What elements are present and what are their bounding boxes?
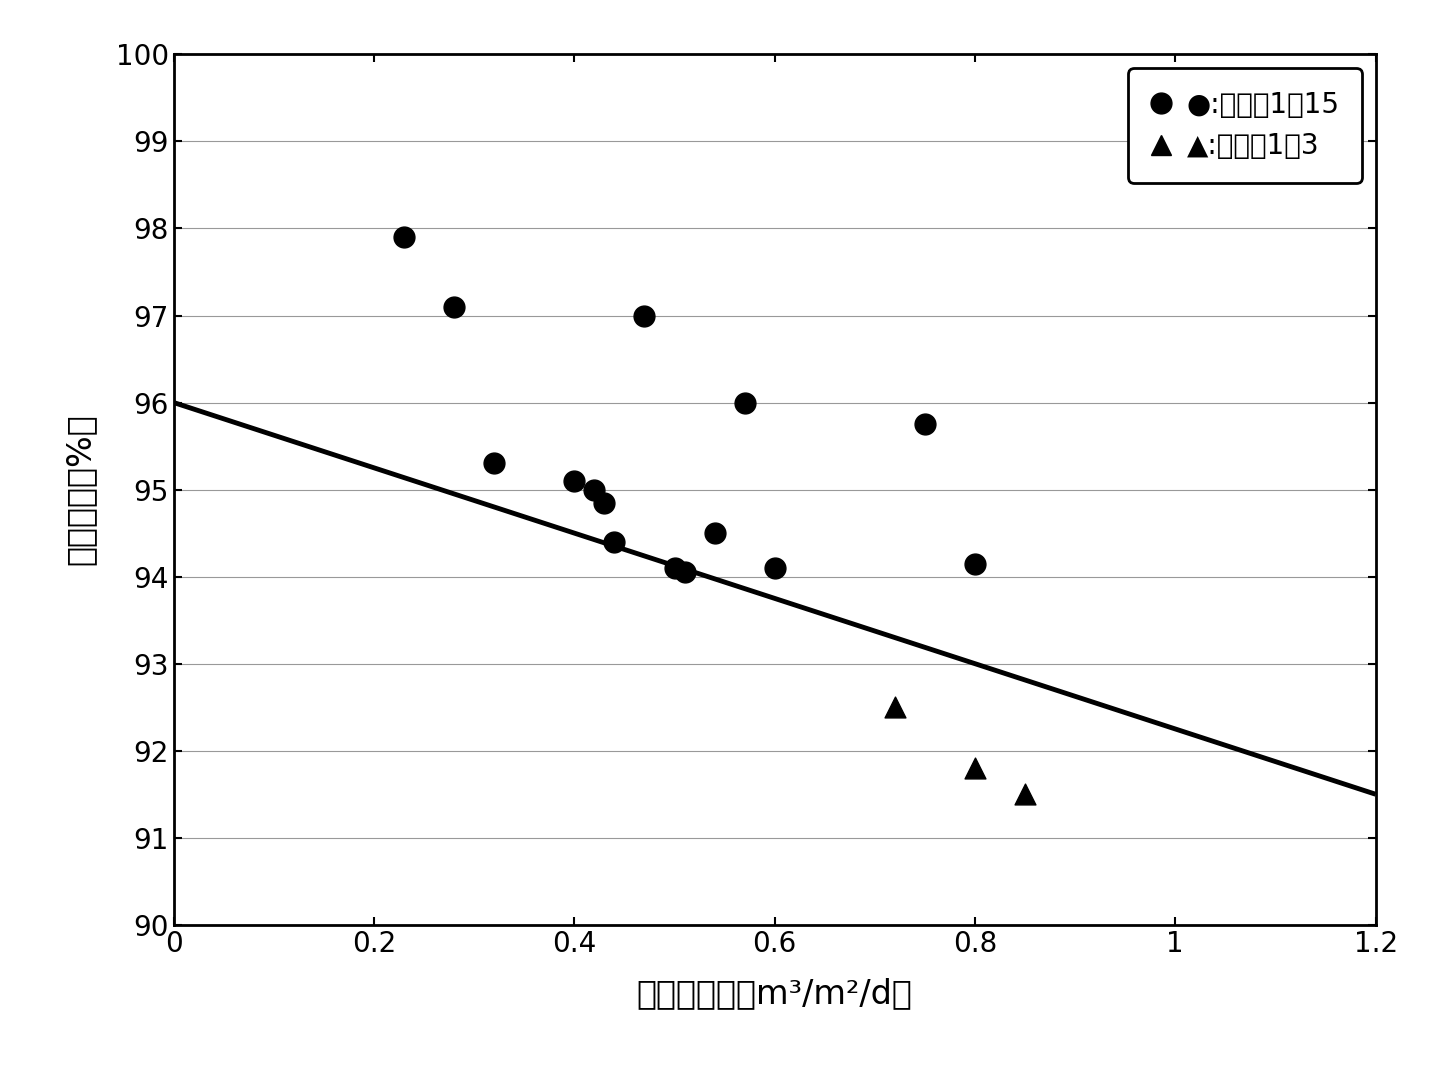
Point	[392, 228, 416, 246]
Point	[914, 416, 937, 433]
Point	[563, 472, 586, 490]
Point	[883, 698, 906, 716]
Point	[663, 559, 686, 577]
Y-axis label: 硟除去率（%）: 硟除去率（%）	[64, 413, 97, 566]
Point	[482, 455, 505, 472]
Point	[763, 559, 786, 577]
Point	[443, 298, 466, 316]
Point	[602, 533, 626, 551]
Point	[702, 524, 725, 542]
Point	[633, 307, 656, 324]
Point	[1014, 786, 1037, 803]
Point	[673, 564, 696, 581]
Point	[592, 494, 615, 511]
Point	[582, 481, 605, 498]
X-axis label: 膜滲透通量（m³/m²/d）: 膜滲透通量（m³/m²/d）	[637, 977, 912, 1010]
Point	[733, 394, 756, 411]
Point	[963, 555, 986, 572]
Point	[963, 759, 986, 777]
Legend: ●:实施例1～15, ▲:比较例1～3: ●:实施例1～15, ▲:比较例1～3	[1128, 69, 1361, 183]
